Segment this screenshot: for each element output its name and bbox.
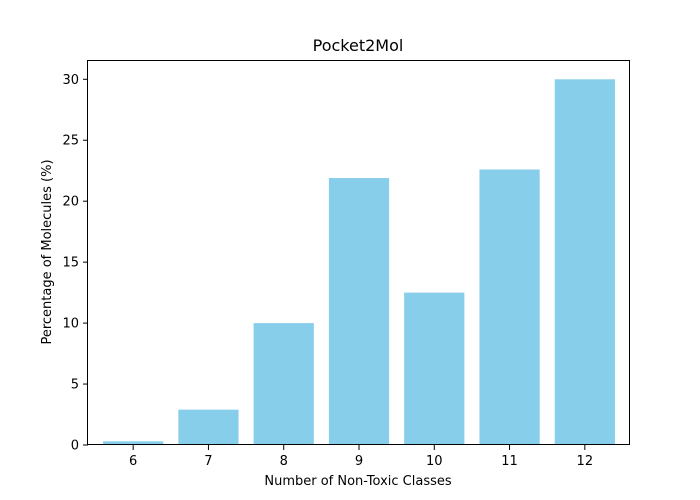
- bar-12: [554, 79, 615, 446]
- bar-8: [253, 323, 314, 445]
- x-tick-label: 12: [577, 454, 594, 469]
- bar-10: [404, 292, 465, 445]
- y-tick-label: 25: [62, 134, 79, 149]
- bar-6: [103, 441, 164, 445]
- y-tick-label: 10: [62, 317, 79, 332]
- bar-9: [328, 178, 390, 445]
- plot-frame: [87, 60, 630, 445]
- x-tick-label: 9: [355, 454, 363, 469]
- bars-group: [103, 79, 615, 446]
- bar-11: [479, 169, 540, 445]
- x-axis-ticks: 6 7 8 9 10 11 12: [129, 445, 593, 469]
- y-tick-label: 30: [62, 73, 79, 88]
- y-tick-label: 0: [71, 439, 79, 454]
- y-axis-label: Percentage of Molecules (%): [40, 159, 55, 344]
- x-tick-label: 11: [501, 454, 518, 469]
- y-tick-label: 20: [62, 195, 79, 210]
- x-axis-label: Number of Non-Toxic Classes: [264, 474, 452, 489]
- y-tick-label: 5: [71, 378, 79, 393]
- x-tick-label: 6: [129, 454, 137, 469]
- y-tick-label: 15: [62, 256, 79, 271]
- x-tick-label: 8: [280, 454, 288, 469]
- chart-title: Pocket2Mol: [313, 36, 404, 55]
- x-tick-label: 7: [204, 454, 212, 469]
- y-axis-ticks: 0 5 10 15 20 25 30: [62, 73, 88, 454]
- bar-7: [178, 409, 239, 445]
- x-tick-label: 10: [426, 454, 443, 469]
